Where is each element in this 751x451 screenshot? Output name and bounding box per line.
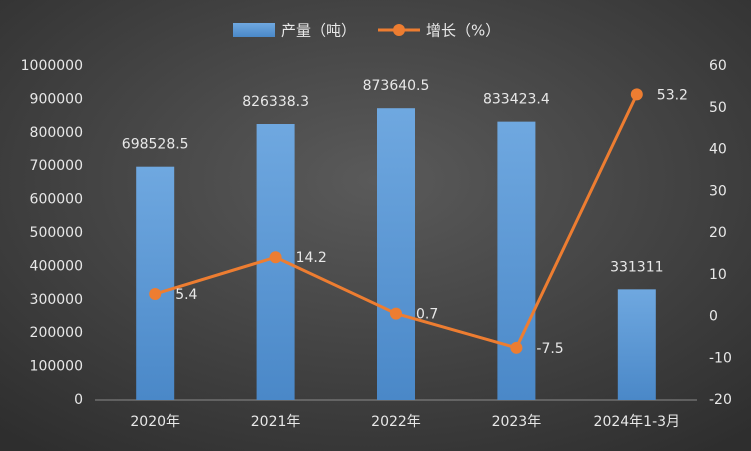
- y2-tick-label: 50: [709, 100, 727, 116]
- line-value-label: 0.7: [416, 307, 438, 323]
- x-tick-label: 2023年: [492, 414, 542, 430]
- x-tick-label: 2022年: [371, 414, 421, 430]
- y-tick-label: 900000: [30, 91, 83, 107]
- bar-value-label: 698528.5: [122, 137, 189, 153]
- y-tick-label: 500000: [30, 225, 83, 241]
- y2-tick-label: 40: [709, 142, 727, 158]
- legend-label: 产量（吨）: [281, 22, 356, 40]
- y2-tick-label: -20: [709, 392, 732, 408]
- x-tick-label: 2024年1-3月: [594, 414, 681, 430]
- legend-swatch: [233, 23, 275, 37]
- line-point: [510, 341, 523, 354]
- y-tick-label: 200000: [30, 325, 83, 341]
- bar: [497, 121, 536, 400]
- line-value-label: 53.2: [657, 87, 688, 103]
- y-tick-label: 0: [74, 392, 83, 408]
- y-tick-label: 700000: [30, 158, 83, 174]
- bar: [377, 108, 415, 400]
- line-value-label: 14.2: [296, 250, 327, 266]
- line-point: [269, 251, 282, 264]
- line-point: [630, 88, 643, 101]
- y2-tick-label: 0: [709, 309, 718, 325]
- y2-tick-label: 30: [709, 183, 727, 199]
- y-tick-label: 300000: [30, 292, 83, 308]
- y2-tick-label: 20: [709, 225, 727, 241]
- bar-value-label: 873640.5: [363, 78, 430, 94]
- y2-tick-label: -10: [709, 350, 732, 366]
- legend-label: 增长（%）: [426, 22, 500, 40]
- line-value-label: 5.4: [175, 287, 197, 303]
- bar: [617, 289, 656, 400]
- bar-value-label: 331311: [610, 259, 663, 275]
- bar: [136, 166, 175, 400]
- y-tick-label: 100000: [30, 359, 83, 375]
- x-tick-label: 2021年: [251, 414, 301, 430]
- line-point: [390, 307, 402, 320]
- y2-tick-label: 60: [709, 58, 727, 74]
- line-point: [149, 287, 162, 300]
- bar-value-label: 826338.3: [242, 94, 309, 110]
- bar-value-label: 833423.4: [483, 92, 550, 108]
- line-value-label: -7.5: [536, 341, 563, 357]
- y2-tick-label: 10: [709, 267, 727, 283]
- y-tick-label: 1000000: [21, 58, 83, 74]
- y-tick-label: 800000: [30, 125, 83, 141]
- x-tick-label: 2020年: [130, 414, 180, 430]
- y-tick-label: 400000: [30, 258, 83, 274]
- legend-swatch: [393, 24, 405, 36]
- y-tick-label: 600000: [30, 192, 83, 208]
